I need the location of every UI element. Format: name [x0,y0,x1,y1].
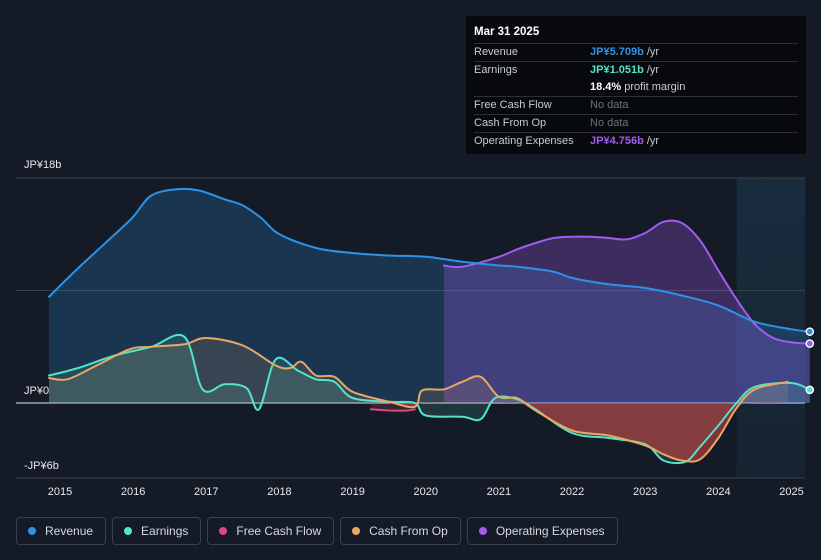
legend-label: Free Cash Flow [236,524,322,538]
tooltip-row-profit-margin: 18.4% profit margin [474,79,798,96]
area-cash-from-op-negative [49,402,788,462]
legend: Revenue Earnings Free Cash Flow Cash Fro… [16,517,618,545]
legend-item-revenue[interactable]: Revenue [16,517,107,545]
x-tick-label: 2021 [487,486,511,498]
legend-dot-icon [352,527,361,535]
x-axis-ticks: 2015 2016 2017 2018 2019 2020 2021 2022 2023 2024… [48,486,804,498]
tooltip-label: Earnings [474,64,518,76]
series-areas [49,188,810,464]
x-tick-label: 2024 [706,486,730,498]
data-tooltip: Mar 31 2025 Revenue JP¥5.709b /yr Earnin… [466,16,806,154]
tooltip-row-earnings: Earnings JP¥1.051b /yr [474,61,798,79]
x-tick-label: 2016 [121,486,145,498]
legend-label: Earnings [141,524,189,538]
line-revenue [48,187,811,333]
area-revenue [49,188,810,403]
legend-item-earnings[interactable]: Earnings [112,517,202,545]
legend-dot-icon [124,527,133,535]
end-dot-revenue [805,327,815,336]
line-free-cash-flow [369,408,416,412]
legend-item-free-cash-flow[interactable]: Free Cash Flow [207,517,335,545]
legend-dot-icon [28,527,36,535]
end-dot-earnings [805,385,815,395]
tooltip-value: JP¥1.051b [590,64,644,76]
tooltip-unit: profit margin [624,81,686,93]
line-operating-expenses [443,219,811,345]
x-tick-label: 2023 [633,486,657,498]
legend-label: Revenue [45,524,94,538]
tooltip-value: No data [590,99,629,111]
x-tick-label: 2025 [779,486,803,498]
tooltip-label: Revenue [474,46,519,58]
x-tick-label: 2019 [340,486,364,498]
tooltip-row-free-cash-flow: Free Cash Flow No data [474,96,798,114]
tooltip-row-operating-expenses: Operating Expenses JP¥4.756b /yr [474,132,798,150]
y-tick-label-top: JP¥18b [24,159,62,171]
series-lines [48,187,811,465]
legend-label: Cash From Op [369,524,448,538]
tooltip-label: Operating Expenses [474,135,574,147]
line-cash-from-op [48,336,789,463]
y-tick-label-bottom: -JP¥6b [24,460,59,472]
legend-dot-icon [478,527,487,535]
x-tick-label: 2015 [48,486,72,498]
tooltip-value: No data [590,117,629,129]
tooltip-unit: /yr [646,64,660,76]
tooltip-date: Mar 31 2025 [474,26,540,38]
x-tick-label: 2022 [560,486,584,498]
x-tick-label: 2017 [194,486,218,498]
line-earnings [48,333,811,465]
series-end-dots [805,327,815,395]
tooltip-value: JP¥5.709b [590,46,644,58]
end-dot-operating-expenses [805,339,815,348]
area-operating-expenses [444,220,810,403]
tooltip-unit: /yr [646,135,660,147]
tooltip-row-cash-from-op: Cash From Op No data [474,114,798,132]
legend-dot-icon [219,527,228,535]
tooltip-label [474,79,590,96]
forecast-band [736,178,805,478]
x-tick-label: 2018 [267,486,291,498]
legend-item-operating-expenses[interactable]: Operating Expenses [466,517,618,545]
x-tick-label: 2020 [414,486,438,498]
tooltip-label: Free Cash Flow [474,99,552,111]
legend-label: Operating Expenses [495,524,605,538]
y-tick-label-zero: JP¥0 [24,385,50,397]
tooltip-value: JP¥4.756b [590,135,644,147]
tooltip-label: Cash From Op [474,117,547,129]
legend-item-cash-from-op[interactable]: Cash From Op [340,517,461,545]
tooltip-unit: /yr [646,46,660,58]
tooltip-row-revenue: Revenue JP¥5.709b /yr [474,43,798,61]
tooltip-value: 18.4% [590,81,622,93]
